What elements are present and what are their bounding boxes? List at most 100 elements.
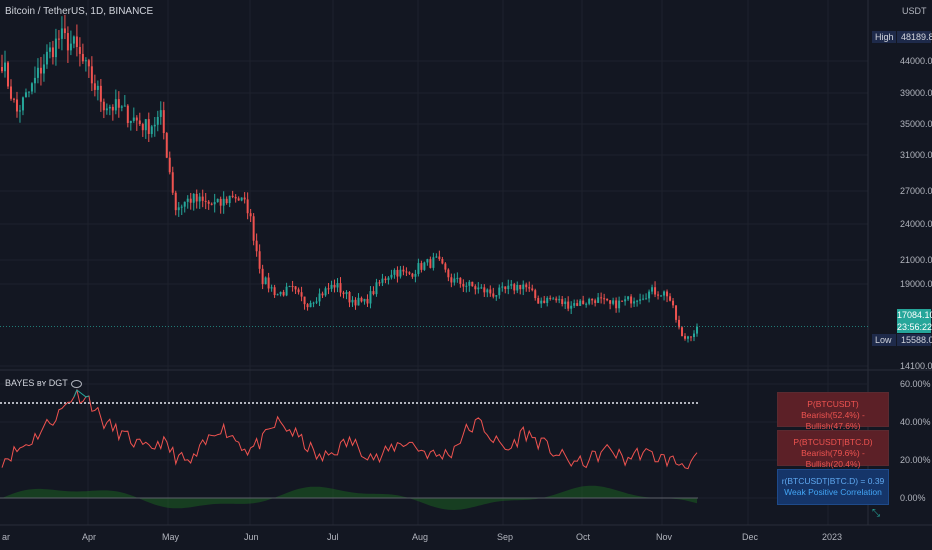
- candle-body: [456, 277, 459, 279]
- candle-body: [543, 300, 546, 303]
- candle-body: [360, 297, 363, 302]
- candle-body: [645, 298, 648, 300]
- candle-body: [654, 287, 657, 295]
- candle-body: [507, 285, 510, 290]
- candle-body: [357, 297, 360, 306]
- last-price-value: 17084.10: [897, 310, 932, 320]
- candle-body: [381, 278, 384, 283]
- candle-body: [12, 98, 15, 100]
- candle-body: [3, 62, 6, 72]
- indicator-axis-label: 60.00%: [900, 379, 931, 389]
- last-price-tag: 17084.10 23:56:22: [897, 309, 932, 333]
- candle-body: [105, 108, 108, 111]
- candle-body: [540, 300, 543, 304]
- candle-body: [399, 269, 402, 277]
- candle-body: [693, 333, 696, 338]
- candle-body: [435, 256, 438, 258]
- candle-body: [606, 298, 609, 301]
- candle-body: [690, 336, 693, 338]
- candle-body: [684, 336, 687, 339]
- candle-body: [573, 303, 576, 306]
- candle-body: [552, 298, 555, 300]
- candle-body: [516, 284, 519, 291]
- candle-body: [144, 119, 147, 131]
- candle-body: [612, 300, 615, 304]
- candle-body: [330, 284, 333, 289]
- candle-body: [42, 64, 45, 74]
- candle-body: [390, 274, 393, 278]
- candle-body: [30, 83, 33, 92]
- candle-body: [324, 288, 327, 296]
- candle-body: [402, 269, 405, 272]
- candle-body: [228, 195, 231, 204]
- candle-body: [255, 240, 258, 252]
- candle-body: [438, 256, 441, 260]
- candle-body: [462, 283, 465, 287]
- candle-body: [201, 196, 204, 201]
- price-axis-label: 24000.00: [900, 219, 932, 229]
- indicator-axis-label: 20.00%: [900, 455, 931, 465]
- candle-body: [132, 117, 135, 121]
- candle-body: [222, 198, 225, 206]
- indicator-title-text: BAYES ʙʏ DGT: [5, 378, 68, 388]
- candle-body: [504, 286, 507, 290]
- candle-body: [510, 284, 513, 286]
- candle-body: [660, 295, 663, 297]
- candle-body: [165, 133, 168, 158]
- candle-body: [288, 286, 291, 288]
- panel-corr-line1: r(BTCUSDT|BTC.D) = 0.39: [781, 476, 885, 486]
- candle-body: [639, 299, 642, 301]
- symbol-title[interactable]: Bitcoin / TetherUS, 1D, BINANCE: [5, 6, 154, 17]
- candle-body: [417, 263, 420, 274]
- high-badge-value: 48189.84: [897, 31, 932, 43]
- low-badge-label: Low: [872, 334, 896, 346]
- candle-body: [57, 38, 60, 40]
- candle-body: [315, 301, 318, 303]
- candle-body: [522, 284, 525, 290]
- candle-body: [354, 299, 357, 306]
- candle-body: [171, 172, 174, 193]
- candle-body: [39, 67, 42, 74]
- candle-body: [681, 327, 684, 337]
- candle-body: [342, 292, 345, 295]
- candle-body: [375, 282, 378, 295]
- candle-body: [267, 277, 270, 289]
- candle-body: [696, 326, 698, 334]
- candle-body: [588, 298, 591, 304]
- candle-body: [282, 291, 285, 296]
- candle-body: [621, 300, 624, 302]
- candle-body: [672, 300, 675, 306]
- candle-body: [561, 299, 564, 304]
- time-axis-label: Nov: [656, 532, 673, 542]
- candle-body: [270, 287, 273, 289]
- candle-body: [513, 284, 516, 291]
- eye-icon[interactable]: [70, 379, 82, 388]
- candle-body: [99, 85, 102, 102]
- candle-body: [366, 298, 369, 304]
- candle-body: [333, 284, 336, 288]
- panel-btcd-probability: P(BTCUSDT|BTC.D) Bearish(79.6%) - Bullis…: [777, 430, 889, 469]
- panel-btcd-line2: Bearish(79.6%) - Bullish(20.4%): [801, 448, 865, 469]
- candle-body: [243, 197, 246, 200]
- candle-body: [294, 286, 297, 290]
- time-axis-label: Sep: [497, 532, 513, 542]
- candle-body: [93, 83, 96, 90]
- panel-corr-line2: Weak Positive Correlation: [784, 487, 882, 497]
- candle-body: [558, 299, 561, 301]
- indicator-title[interactable]: BAYES ʙʏ DGT: [5, 378, 82, 388]
- time-axis-label: Oct: [576, 532, 591, 542]
- candle-body: [102, 101, 105, 111]
- expand-icon[interactable]: ⤡: [872, 508, 880, 519]
- candle-body: [186, 198, 189, 202]
- candle-body: [147, 119, 150, 134]
- candle-body: [309, 302, 312, 308]
- candle-body: [84, 60, 87, 62]
- candle-body: [450, 277, 453, 283]
- candle-body: [432, 257, 435, 268]
- candle-body: [33, 77, 36, 84]
- candle-body: [579, 300, 582, 306]
- candle-body: [483, 287, 486, 293]
- candle-body: [531, 288, 534, 291]
